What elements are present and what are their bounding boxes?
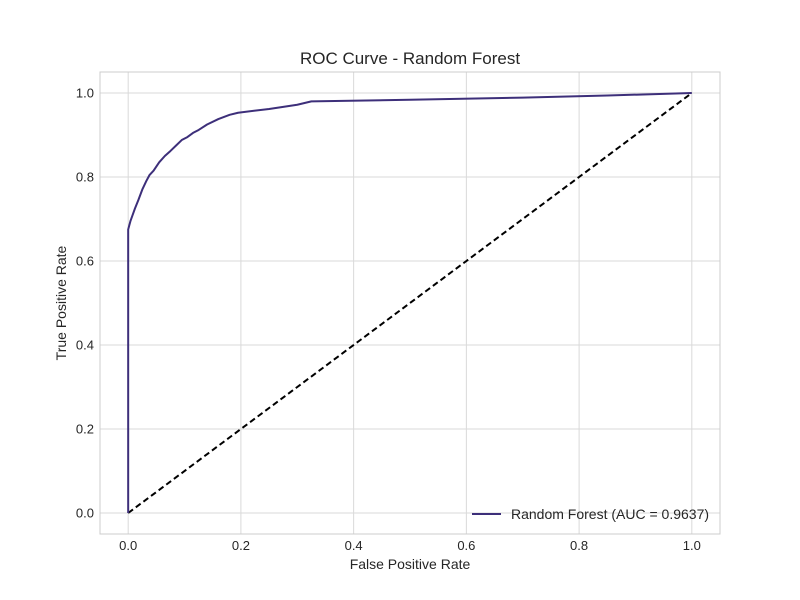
axes-frame <box>99 71 721 535</box>
y-tick-label: 0.2 <box>76 422 94 437</box>
x-tick-label: 0.4 <box>345 538 363 553</box>
y-tick-label: 0.0 <box>76 506 94 521</box>
x-tick-label: 0.0 <box>119 538 137 553</box>
legend-label-random-forest: Random Forest (AUC = 0.9637) <box>511 506 709 522</box>
y-tick-label: 1.0 <box>76 86 94 101</box>
x-axis-label: False Positive Rate <box>350 556 471 572</box>
y-tick-label: 0.6 <box>76 254 94 269</box>
x-tick-label: 0.8 <box>570 538 588 553</box>
y-axis-label: True Positive Rate <box>53 245 69 360</box>
series-layer <box>127 92 693 514</box>
x-tick-label: 0.6 <box>457 538 475 553</box>
tick-labels: 0.0 0.2 0.4 0.6 0.8 1.0 0.0 0.2 0.4 0.6 0.8 1.0 <box>76 86 701 554</box>
x-tick-label: 0.2 <box>232 538 250 553</box>
grid <box>100 72 720 534</box>
y-tick-label: 0.8 <box>76 170 94 185</box>
legend: Random Forest (AUC = 0.9637) <box>472 506 709 522</box>
x-tick-label: 1.0 <box>683 538 701 553</box>
roc-curve-line <box>127 92 692 513</box>
chart-title: ROC Curve - Random Forest <box>300 49 520 68</box>
y-tick-label: 0.4 <box>76 338 94 353</box>
chance-diagonal-line <box>127 92 693 514</box>
